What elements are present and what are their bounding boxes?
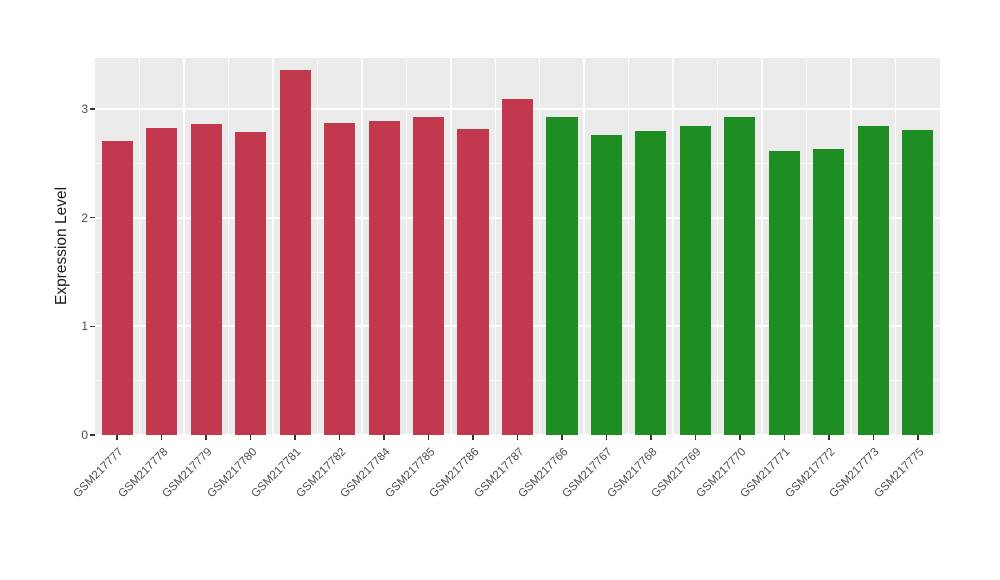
x-tick-mark	[160, 435, 163, 440]
y-tick-label: 1	[81, 319, 88, 334]
bar	[546, 116, 578, 435]
x-tick-mark	[294, 435, 296, 440]
bar	[235, 131, 267, 435]
x-tick-mark	[739, 435, 741, 440]
bar	[857, 126, 889, 435]
gridline-vertical	[227, 58, 230, 435]
y-axis-title: Expression Level	[53, 186, 70, 306]
x-tick-mark	[783, 435, 786, 440]
bar	[635, 130, 667, 435]
x-tick-mark	[383, 435, 385, 440]
gridline-vertical	[672, 58, 674, 435]
x-tick-mark	[828, 435, 830, 440]
x-tick-mark	[516, 435, 519, 440]
bar	[768, 151, 800, 435]
x-tick-mark	[338, 435, 341, 440]
bar	[813, 149, 845, 435]
gridline-vertical	[805, 58, 808, 435]
gridline-vertical	[183, 58, 185, 435]
bar	[190, 124, 222, 435]
y-tick-mark	[90, 434, 95, 436]
bar	[679, 126, 711, 435]
bar	[368, 121, 400, 435]
plot-panel	[95, 58, 940, 435]
bar	[279, 69, 311, 435]
gridline-vertical	[583, 58, 585, 435]
gridline-vertical	[316, 58, 319, 435]
y-tick-label: 2	[81, 210, 88, 225]
y-tick-label: 0	[81, 428, 88, 442]
gridline-vertical	[494, 58, 496, 435]
gridline-vertical	[405, 58, 408, 435]
bar	[590, 135, 622, 435]
gridline-vertical	[894, 58, 897, 435]
x-tick-mark	[872, 435, 875, 440]
gridline-vertical	[850, 58, 852, 435]
y-tick-mark	[90, 216, 95, 219]
x-tick-mark	[917, 435, 919, 440]
x-tick-mark	[694, 435, 697, 440]
y-tick-mark	[90, 325, 95, 328]
x-tick-mark	[561, 435, 563, 440]
bar	[501, 99, 534, 435]
gridline-vertical	[361, 58, 363, 435]
x-tick-mark	[472, 435, 474, 440]
bar	[902, 129, 934, 435]
bar	[457, 128, 489, 435]
x-tick-mark	[205, 435, 207, 440]
bar	[101, 140, 133, 435]
gridline-vertical	[450, 58, 452, 435]
gridline-vertical	[761, 58, 763, 435]
x-tick-mark	[650, 435, 652, 440]
bar	[324, 123, 356, 435]
x-tick-mark	[605, 435, 608, 440]
bar	[724, 116, 756, 435]
gridline-vertical	[627, 58, 630, 435]
x-tick-mark	[249, 435, 252, 440]
y-tick-label: 3	[81, 102, 88, 117]
gridline-vertical	[272, 58, 274, 435]
bar	[412, 116, 445, 435]
bar	[146, 127, 178, 435]
gridline-vertical	[138, 58, 141, 435]
gridline-vertical	[538, 58, 541, 435]
gridline-vertical	[716, 58, 719, 435]
x-tick-mark	[427, 435, 430, 440]
x-tick-mark	[116, 435, 118, 440]
y-tick-mark	[90, 108, 95, 110]
